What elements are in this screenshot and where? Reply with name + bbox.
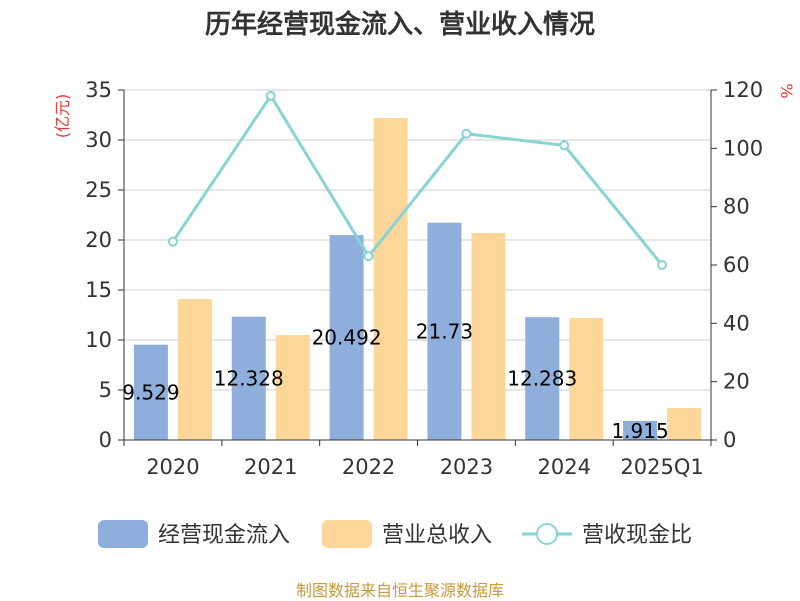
revenue-bar [177,299,212,440]
legend-ratio: 营收现金比 [522,523,692,548]
cash-inflow-bar [525,317,560,440]
x-tick-label: 2021 [244,455,297,479]
data-label: 21.73 [416,319,473,343]
data-label: 1.915 [611,419,668,443]
left-tick-label: 30 [85,128,112,152]
revenue-bar [275,335,310,440]
left-tick-label: 15 [85,278,112,302]
left-tick-label: 10 [85,328,112,352]
ratio-point [265,90,276,101]
legend-swatch [98,520,148,548]
data-label: 20.492 [312,326,382,350]
right-tick-label: 60 [723,253,750,277]
ratio-point [167,236,178,247]
gridlines [124,89,711,391]
legend-swatch [322,520,372,548]
cash-inflow-bar [427,222,462,440]
ratio-point [363,251,374,262]
revenue-bar [373,118,408,440]
right-tick-label: 0 [723,428,736,452]
right-tick-label: 80 [723,195,750,219]
legend-label: 营收现金比 [582,523,692,548]
ratio-point [559,140,570,151]
bars [133,118,702,440]
left-axis-unit: (亿元) [53,94,72,139]
legend-revenue: 营业总收入 [322,520,492,548]
data-label: 9.529 [122,380,179,404]
right-tick-label: 120 [723,78,763,102]
revenue-bar [471,233,506,440]
ratio-point [657,260,668,270]
x-tick-label: 2023 [440,455,493,479]
right-tick-label: 40 [723,311,750,335]
revenue-bar [569,318,604,440]
ratio-point [461,128,472,139]
cash-inflow-bar [623,420,658,440]
data-labels: 9.529 12.328 20.492 21.73 12.283 1.915 [122,319,668,443]
x-tick-label: 2024 [538,455,591,479]
data-label: 12.328 [214,366,284,390]
ratio-line-path [171,93,664,266]
right-tick-label: 100 [723,136,763,160]
right-axis-unit: % [777,83,796,98]
cash-inflow-bar [329,235,364,440]
chart-title: 历年经营现金流入、营业收入情况 [204,10,595,40]
left-tick-label: 35 [85,78,112,102]
left-tick-label: 5 [99,378,112,402]
axes: 0 5 10 15 20 25 30 35 0 20 40 60 80 100 120 2020 2021 202… [53,78,796,479]
x-tick-label: 2022 [342,455,395,479]
legend-label: 经营现金流入 [158,523,290,548]
left-tick-label: 0 [99,428,112,452]
revenue-bar [667,408,702,440]
legend-cash-inflow: 经营现金流入 [98,520,290,548]
legend: 经营现金流入 营业总收入 营收现金比 [98,520,692,548]
right-tick-label: 20 [723,370,750,394]
data-label: 12.283 [507,367,577,391]
x-tick-label: 2020 [146,455,199,479]
left-tick-label: 20 [85,228,112,252]
left-tick-label: 25 [85,178,112,202]
x-tick-label: 2025Q1 [620,455,703,479]
cash-inflow-bar [133,344,168,440]
cash-inflow-bar [231,316,266,440]
legend-label: 营业总收入 [382,523,492,548]
legend-marker [536,523,558,545]
source-note: 制图数据来自恒生聚源数据库 [295,581,504,600]
ratio-line [167,90,668,270]
